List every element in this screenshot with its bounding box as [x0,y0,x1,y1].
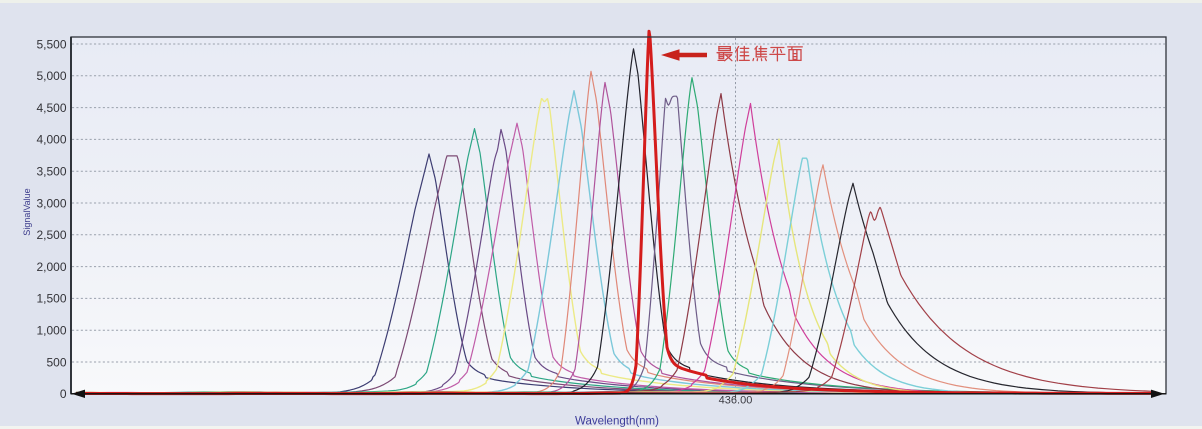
svg-text:436.00: 436.00 [719,395,753,407]
svg-text:500: 500 [46,355,66,369]
svg-text:2,000: 2,000 [36,260,66,274]
svg-text:1,500: 1,500 [36,292,66,306]
svg-text:2,500: 2,500 [36,228,66,242]
svg-text:4,000: 4,000 [36,133,66,147]
svg-text:Wavelength(nm): Wavelength(nm) [575,416,659,428]
svg-text:3,000: 3,000 [36,196,66,210]
svg-text:SignalValue: SignalValue [22,188,32,235]
svg-text:3,500: 3,500 [36,165,66,179]
svg-text:5,500: 5,500 [36,37,66,51]
svg-text:1,000: 1,000 [36,324,66,338]
svg-text:0: 0 [60,387,67,401]
svg-text:5,000: 5,000 [36,69,66,83]
svg-text:4,500: 4,500 [36,101,66,115]
